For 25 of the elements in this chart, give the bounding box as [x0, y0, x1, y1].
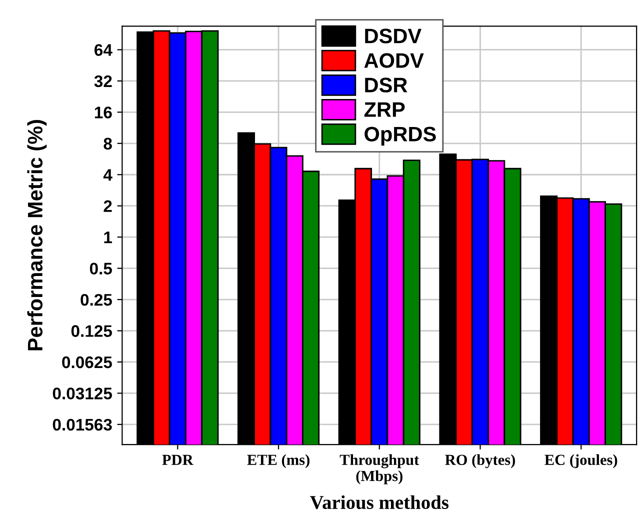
legend-label: AODV [364, 53, 424, 68]
legend-label: DSR [365, 78, 408, 92]
y-tick-label: 0.125 [71, 325, 112, 337]
y-tick-label: 64 [94, 44, 112, 56]
x-axis-title: Various methods [310, 495, 448, 510]
x-tick-label: EC (joules) [544, 454, 618, 468]
y-tick-label: 0.03125 [52, 388, 112, 400]
y-axis-title: Performance Metric (%) [27, 120, 47, 350]
y-tick-label: 0.0625 [62, 356, 112, 368]
x-tick-label: Throughput (Mbps) [340, 454, 420, 484]
y-tick-label: 0.01563 [52, 418, 112, 431]
x-tick-label: PDR [162, 454, 194, 465]
legend-label: ZRP [364, 102, 405, 117]
y-tick-label: 0.25 [80, 294, 112, 306]
legend-label: OpRDS [364, 126, 436, 146]
x-tick-label: RO (bytes) [445, 454, 515, 468]
x-tick-label: ETE (ms) [247, 454, 310, 468]
y-tick-label: 16 [94, 106, 112, 118]
y-tick-label: 4 [103, 169, 112, 181]
y-tick-label: 32 [94, 75, 112, 88]
y-tick-label: 1 [104, 232, 112, 244]
y-tick-label: 8 [104, 138, 112, 150]
y-tick-label: 2 [104, 200, 112, 212]
y-tick-label: 0.5 [90, 262, 112, 275]
legend-label: DSDV [365, 28, 422, 44]
